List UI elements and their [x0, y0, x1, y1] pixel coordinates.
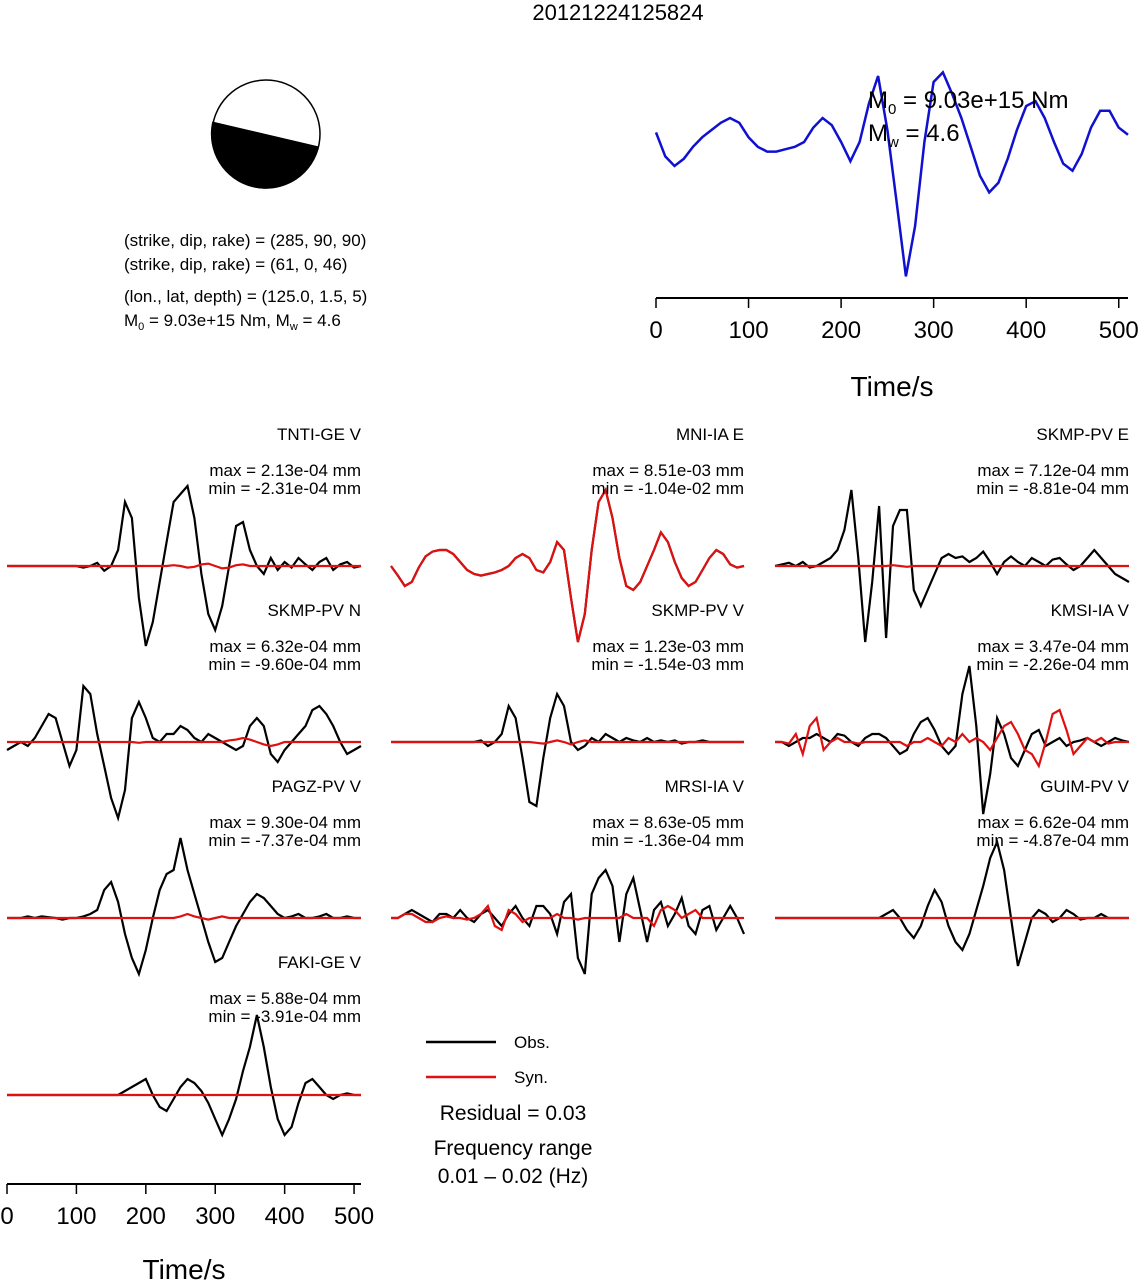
station-label: MRSI-IA V: [665, 777, 745, 796]
station-max: max = 6.32e-04 mm: [209, 637, 361, 656]
bottom-tick-label-400: 400: [265, 1203, 305, 1230]
stf-m0: M0 = 9.03e+15 Nm: [868, 87, 1068, 118]
stf-line: [654, 70, 1129, 277]
mech-line-3: (lon., lat, depth) = (125.0, 1.5, 5): [124, 287, 367, 306]
station-max: max = 9.30e-04 mm: [209, 813, 361, 832]
syn-trace: [391, 903, 744, 932]
station-label: GUIM-PV V: [1040, 777, 1129, 796]
legend-syn-label: Syn.: [514, 1068, 548, 1087]
station-label: FAKI-GE V: [278, 953, 362, 972]
beachball-compression: [210, 121, 319, 189]
station-max: max = 6.62e-04 mm: [977, 813, 1129, 832]
station-max: max = 8.63e-05 mm: [592, 813, 744, 832]
station-min: min = -1.36e-04 mm: [591, 831, 744, 850]
station-min: min = -7.37e-04 mm: [208, 831, 361, 850]
station-max: max = 1.23e-03 mm: [592, 637, 744, 656]
stf-tick-label-100: 100: [729, 317, 769, 344]
syn-trace: [775, 564, 1129, 568]
station-max: max = 8.51e-03 mm: [592, 461, 744, 480]
station-min: min = -3.91e-04 mm: [208, 1007, 361, 1026]
station-label: KMSI-IA V: [1051, 601, 1130, 620]
bottom-tick-label-200: 200: [126, 1203, 166, 1230]
station-min: min = -1.04e-02 mm: [591, 479, 744, 498]
syn-trace: [7, 736, 361, 748]
bottom-tick-label-100: 100: [56, 1203, 96, 1230]
stf-tick-label-400: 400: [1006, 317, 1046, 344]
station-min: min = -1.54e-03 mm: [591, 655, 744, 674]
station-label: SKMP-PV E: [1036, 425, 1129, 444]
bottom-xlabel: Time/s: [143, 1254, 226, 1283]
legend: Obs. Syn. Residual = 0.03 Frequency rang…: [426, 1033, 592, 1188]
stf-panel: M0 = 9.03e+15 Nm Mw = 4.6 0 100 200 300 400 5…: [649, 70, 1139, 402]
frequency-title: Frequency range: [434, 1137, 593, 1160]
station-label: MNI-IA E: [676, 425, 744, 444]
obs-trace: [774, 489, 1130, 643]
bottom-x-axis: 0 100 200 300 400 500: [0, 1183, 374, 1230]
stf-x-axis: 0 100 200 300 400 500: [649, 297, 1139, 344]
obs-trace: [6, 683, 362, 822]
station-min: min = -8.81e-04 mm: [976, 479, 1129, 498]
stf-tick-label-300: 300: [914, 317, 954, 344]
station-min: min = -4.87e-04 mm: [976, 831, 1129, 850]
station-max: max = 7.12e-04 mm: [977, 461, 1129, 480]
stf-mw: Mw = 4.6: [868, 120, 960, 151]
obs-trace: [775, 838, 1129, 967]
residual-text: Residual = 0.03: [440, 1102, 587, 1125]
station-label: TNTI-GE V: [277, 425, 362, 444]
beachball: [210, 79, 321, 189]
bottom-tick-label-300: 300: [195, 1203, 235, 1230]
frequency-range: 0.01 – 0.02 (Hz): [438, 1165, 589, 1188]
mech-line-1: (strike, dip, rake) = (285, 90, 90): [124, 231, 366, 250]
station-min: min = -9.60e-04 mm: [208, 655, 361, 674]
stf-xlabel: Time/s: [851, 371, 934, 402]
syn-trace: [775, 708, 1129, 769]
syn-trace: [7, 912, 361, 921]
station-min: min = -2.26e-04 mm: [976, 655, 1129, 674]
station-max: max = 2.13e-04 mm: [209, 461, 361, 480]
syn-trace: [391, 739, 744, 746]
obs-trace: [391, 867, 746, 975]
station-label: PAGZ-PV V: [272, 777, 362, 796]
event-id-title: 20121224125824: [532, 0, 703, 25]
bottom-tick-label-0: 0: [0, 1203, 13, 1230]
bottom-tick-label-500: 500: [334, 1203, 374, 1230]
station-max: max = 3.47e-04 mm: [977, 637, 1129, 656]
obs-trace: [7, 1014, 361, 1138]
station-label: SKMP-PV V: [651, 601, 744, 620]
stf-tick-label-500: 500: [1099, 317, 1139, 344]
station-max: max = 5.88e-04 mm: [209, 989, 361, 1008]
mech-line-2: (strike, dip, rake) = (61, 0, 46): [124, 255, 347, 274]
syn-trace: [390, 487, 745, 643]
stf-tick-label-0: 0: [649, 317, 662, 344]
legend-obs-label: Obs.: [514, 1033, 550, 1052]
mechanism-text: (strike, dip, rake) = (285, 90, 90) (str…: [124, 231, 367, 333]
station-label: SKMP-PV N: [267, 601, 361, 620]
syn-trace: [7, 562, 361, 570]
stf-tick-label-200: 200: [821, 317, 861, 344]
mech-line-4: M0 = 9.03e+15 Nm, Mw = 4.6: [124, 311, 341, 333]
station-min: min = -2.31e-04 mm: [208, 479, 361, 498]
